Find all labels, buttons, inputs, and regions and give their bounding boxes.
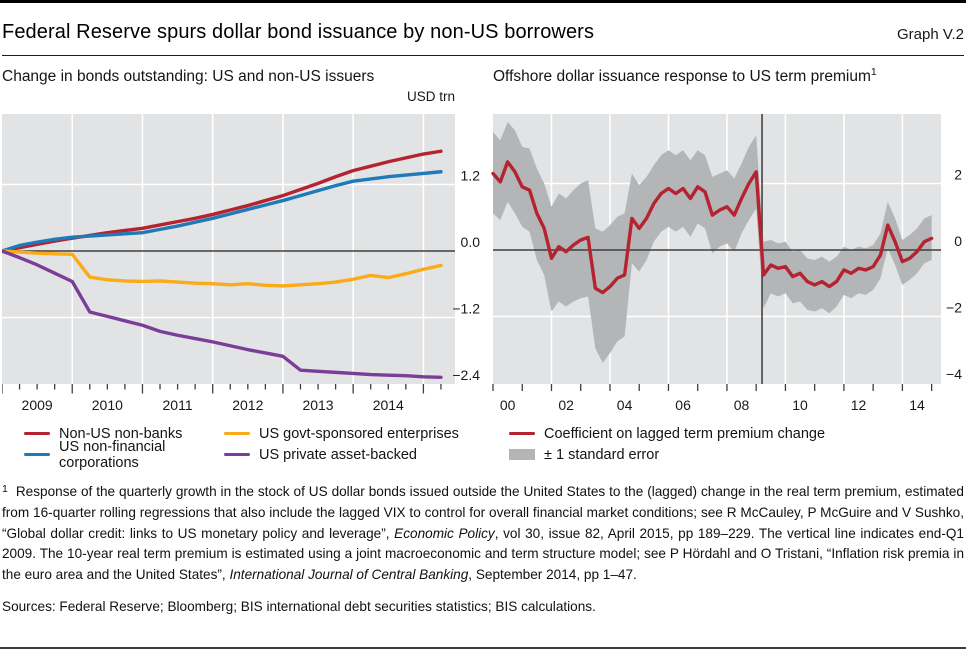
legend-label: US govt-sponsored enterprises [259,425,459,442]
svg-text:0.0: 0.0 [461,234,481,250]
legend-item-standard-error: ± 1 standard error [509,444,964,465]
right-panel-title: Offshore dollar issuance response to US … [493,66,964,86]
panels-row: Change in bonds outstanding: US and non-… [0,56,964,471]
legend-label: ± 1 standard error [544,446,660,463]
svg-text:2: 2 [954,167,962,183]
svg-text:−2.4: −2.4 [452,367,480,383]
left-axis-unit: USD trn [406,89,455,104]
left-legend: Non-US non-banks US non-financial corpor… [2,423,483,471]
legend-item-us-govt-sponsored-enterprises: US govt-sponsored enterprises [224,423,483,444]
legend-label: Coefficient on lagged term premium chang… [544,425,826,442]
blue-line-swatch [24,452,50,457]
red-line-swatch [24,431,50,436]
right-legend: Coefficient on lagged term premium chang… [483,423,964,465]
yellow-line-swatch [224,431,250,436]
legend-label: US private asset-backed [259,446,417,463]
svg-text:2014: 2014 [373,397,404,413]
footnote-marker: 1 [2,483,8,495]
svg-text:2012: 2012 [232,397,263,413]
svg-text:1.2: 1.2 [461,167,481,183]
svg-text:2011: 2011 [163,397,193,413]
right-panel-title-text: Offshore dollar issuance response to US … [493,68,871,85]
top-rule [0,0,966,3]
svg-text:06: 06 [675,397,691,413]
graph-number-label: Graph V.2 [897,26,964,43]
right-panel: Offshore dollar issuance response to US … [483,56,964,465]
legend-label: Non-US non-banks [59,425,183,442]
legend-item-non-us-non-banks: Non-US non-banks [24,423,224,444]
left-panel-title: Change in bonds outstanding: US and non-… [2,68,375,85]
legend-label: US non-financial corporations [59,438,166,471]
left-chart: 2009 2010 2011 2012 2013 2014 1.2 0.0 −1.2 −2.4 [0,114,481,413]
svg-text:14: 14 [909,397,925,413]
legend-item-us-non-financial-corporations: US non-financial corporations [24,439,224,471]
footnote: 1 Response of the quarterly growth in the… [2,483,964,583]
svg-text:−1.2: −1.2 [452,301,480,317]
svg-text:00: 00 [500,397,516,413]
left-panel: Change in bonds outstanding: US and non-… [0,56,483,471]
red-line-swatch [509,431,535,436]
svg-text:12: 12 [851,397,867,413]
svg-text:2010: 2010 [92,397,123,413]
sources-line: Sources: Federal Reserve; Bloomberg; BIS… [2,598,596,614]
svg-text:−2: −2 [946,300,962,316]
right-chart: 00 02 04 06 08 10 12 14 2 0 −2 −4 [491,114,962,413]
header: Federal Reserve spurs dollar bond issuan… [2,0,964,56]
svg-text:04: 04 [617,397,633,413]
footnote-reference-superscript: 1 [870,66,877,78]
bottom-rule [0,647,966,649]
svg-text:08: 08 [734,397,750,413]
page-title: Federal Reserve spurs dollar bond issuan… [2,21,595,43]
left-legend-grid: Non-US non-banks US non-financial corpor… [24,423,483,471]
purple-line-swatch [224,452,250,457]
legend-item-us-private-asset-backed: US private asset-backed [224,444,483,465]
svg-text:10: 10 [792,397,808,413]
svg-text:−4: −4 [946,366,962,382]
gray-band-swatch [509,449,535,460]
legend-item-coefficient: Coefficient on lagged term premium chang… [509,423,964,444]
svg-text:2009: 2009 [22,397,53,413]
right-axis-unit-spacer [483,86,964,106]
svg-text:2013: 2013 [302,397,333,413]
svg-text:02: 02 [558,397,574,413]
svg-text:0: 0 [954,233,962,249]
